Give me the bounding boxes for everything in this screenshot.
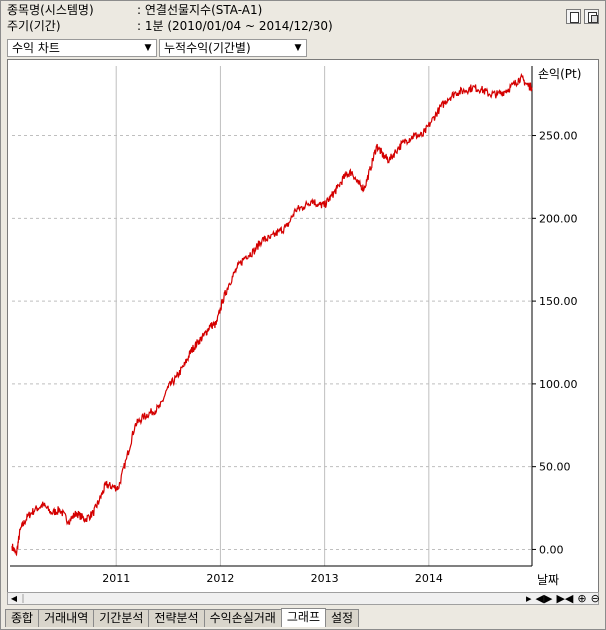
window-tool-buttons xyxy=(566,9,599,24)
x-tick-label: 2013 xyxy=(311,572,339,585)
horizontal-scrollbar[interactable]: ◀ ▸ ◀▶ ▶◀ ⊕ ⊖ xyxy=(7,592,600,605)
item-name-value: : 연결선물지수(STA-A1) xyxy=(137,3,263,17)
chart-type-value: 수익 차트 xyxy=(12,41,60,55)
y-tick-label: 0.00 xyxy=(539,543,564,556)
tab-5[interactable]: 그래프 xyxy=(280,608,326,627)
tab-2[interactable]: 기간분석 xyxy=(93,609,150,627)
scroll-left-icon[interactable]: ◀ xyxy=(10,594,18,603)
chart-grid xyxy=(12,66,536,566)
period-value: : 1분 (2010/01/04 ~ 2014/12/30) xyxy=(137,19,333,33)
tab-0[interactable]: 종합 xyxy=(5,609,40,627)
x-tick-labels: 2011 2012 2013 2014 xyxy=(102,572,443,585)
chart-type-select[interactable]: 수익 차트 ▼ xyxy=(7,39,157,57)
profit-type-select[interactable]: 누적수익(기간별) ▼ xyxy=(159,39,307,57)
tab-3[interactable]: 전략분석 xyxy=(148,609,205,627)
cumulative-profit-line xyxy=(11,72,533,557)
zoom-in-icon[interactable]: ⊕ xyxy=(577,592,587,605)
info-header: 종목명(시스템명) : 연결선물지수(STA-A1) 주기(기간) : 1분 (… xyxy=(5,1,555,37)
x-tick-label: 2014 xyxy=(415,572,443,585)
tab-1[interactable]: 거래내역 xyxy=(38,609,95,627)
x-tick-label: 2012 xyxy=(206,572,234,585)
chevron-down-icon[interactable]: ▼ xyxy=(144,43,152,53)
fit-range-icon[interactable]: ▶◀ xyxy=(556,592,574,605)
x-unit-label: 날짜 xyxy=(537,573,559,587)
chart-nav-buttons: ▸ ◀▶ ▶◀ ⊕ ⊖ xyxy=(526,593,600,604)
profit-type-value: 누적수익(기간별) xyxy=(164,41,251,55)
tab-4[interactable]: 수익손실거래 xyxy=(203,609,282,627)
profit-chart-area: 0.00 50.00 100.00 150.00 200.00 250.00 2011 20… xyxy=(7,59,599,593)
copy-icon[interactable] xyxy=(584,9,599,24)
y-tick-label: 150.00 xyxy=(539,295,578,308)
y-tick-label: 100.00 xyxy=(539,378,578,391)
report-tabs: 종합 거래내역 기간분석 전략분석 수익손실거래 그래프 설정 xyxy=(5,608,360,627)
y-unit-label: 손익(Pt) xyxy=(538,67,581,81)
step-arrows-icon[interactable]: ◀▶ xyxy=(535,592,553,605)
y-tick-labels: 0.00 50.00 100.00 150.00 200.00 250.00 xyxy=(539,130,578,557)
period-label: 주기(기간) xyxy=(7,19,61,33)
tab-6[interactable]: 설정 xyxy=(324,609,360,627)
scroll-thumb[interactable] xyxy=(22,594,24,603)
item-name-label: 종목명(시스템명) xyxy=(7,3,94,17)
save-icon[interactable] xyxy=(566,9,581,24)
scroll-right-icon[interactable]: ▸ xyxy=(526,592,532,605)
chevron-down-icon[interactable]: ▼ xyxy=(294,43,302,53)
y-tick-label: 200.00 xyxy=(539,212,578,225)
y-tick-label: 250.00 xyxy=(539,130,578,143)
x-tick-label: 2011 xyxy=(102,572,130,585)
y-tick-label: 50.00 xyxy=(539,461,571,474)
zoom-out-icon[interactable]: ⊖ xyxy=(590,592,600,605)
